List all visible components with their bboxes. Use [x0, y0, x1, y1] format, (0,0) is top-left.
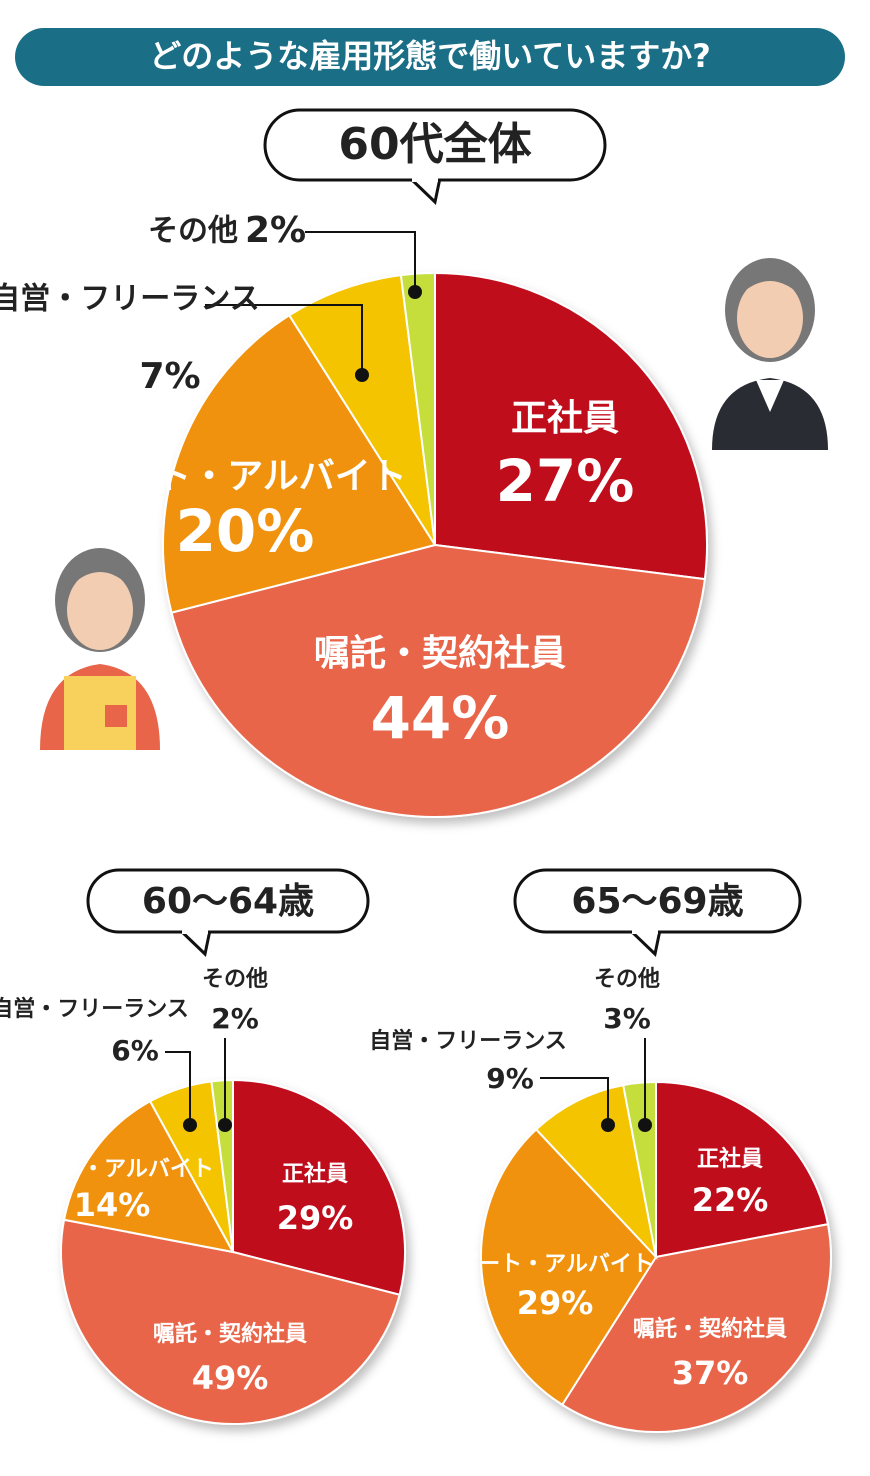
leader-dot: [218, 1118, 232, 1132]
speech-bubble: [86, 868, 370, 934]
slice-value-label: 22%: [692, 1181, 769, 1219]
slice-value-label: 7%: [139, 356, 200, 397]
pie-slice: [287, 274, 436, 546]
slice-label: パート・アルバイト: [16, 1157, 214, 1182]
slice-value-label: 6%: [111, 1034, 159, 1067]
slice-value-label: 29%: [517, 1284, 594, 1322]
slice-label: その他: [148, 214, 238, 249]
slice-label: 嘱託・契約社員: [153, 1321, 307, 1347]
slice-label: パート・アルバイト: [83, 456, 407, 497]
pie-slice: [161, 313, 437, 614]
leader-dot: [355, 368, 369, 382]
person-icon-apron: [40, 548, 160, 750]
slice-value-label: 3%: [603, 1002, 651, 1035]
slice-value-label: 9%: [486, 1062, 534, 1095]
slice-label: 自営・フリーランス: [0, 282, 260, 317]
slice-value-label: 37%: [672, 1354, 749, 1392]
slice-label: その他: [594, 967, 660, 992]
pie-slice: [62, 1099, 235, 1254]
pie-slice: [170, 543, 706, 818]
pie-slice: [560, 1223, 832, 1434]
pie-slice: [479, 1128, 658, 1407]
slice-value-label: 49%: [192, 1359, 269, 1397]
pie-slice: [60, 1218, 401, 1425]
slice-value-label: 20%: [176, 497, 315, 565]
slice-label: 自営・フリーランス: [0, 996, 189, 1022]
slice-label: その他: [202, 967, 268, 992]
person-icon-suit: [712, 258, 828, 450]
pie-title: 65〜69歳: [571, 881, 743, 922]
title-bar: [15, 28, 845, 86]
leader-dot: [408, 285, 422, 299]
slice-label: 正社員: [511, 398, 619, 439]
slice-value-label: 27%: [496, 447, 635, 515]
pie-slice: [434, 271, 708, 581]
pie-title: 60〜64歳: [142, 881, 314, 922]
leader-line: [540, 1077, 609, 1125]
pie: [161, 271, 708, 818]
pie-slice: [232, 1078, 406, 1296]
leader-dot: [183, 1118, 197, 1132]
pie-slice: [655, 1080, 830, 1259]
slice-value-label: 2%: [245, 210, 306, 251]
slice-label: 正社員: [697, 1146, 763, 1172]
slice-label: パート・アルバイト: [456, 1252, 654, 1277]
leader-line: [305, 231, 416, 292]
slice-label: 嘱託・契約社員: [314, 633, 566, 674]
bubble-tail-cover: [182, 928, 208, 934]
pie-slice: [534, 1083, 658, 1261]
pie-slice: [399, 271, 436, 546]
leader-line: [205, 304, 363, 375]
bubble-tail-cover: [412, 176, 438, 182]
pie-title: 60代全体: [338, 119, 531, 170]
page-title: どのような雇用形態で働いていますか?: [149, 37, 711, 75]
slice-value-label: 14%: [74, 1186, 151, 1224]
leader-line: [165, 1051, 191, 1125]
pie: [479, 1080, 832, 1434]
leader-dot: [601, 1118, 615, 1132]
bubble-tail-cover: [632, 928, 658, 934]
slice-value-label: 29%: [277, 1199, 354, 1237]
slice-value-label: 2%: [211, 1002, 259, 1035]
slice-value-label: 44%: [371, 684, 510, 752]
slice-label: 正社員: [282, 1161, 348, 1187]
slice-label: 自営・フリーランス: [369, 1028, 567, 1054]
pie: [60, 1078, 406, 1425]
slice-label: 嘱託・契約社員: [633, 1316, 787, 1342]
leader-dot: [638, 1118, 652, 1132]
